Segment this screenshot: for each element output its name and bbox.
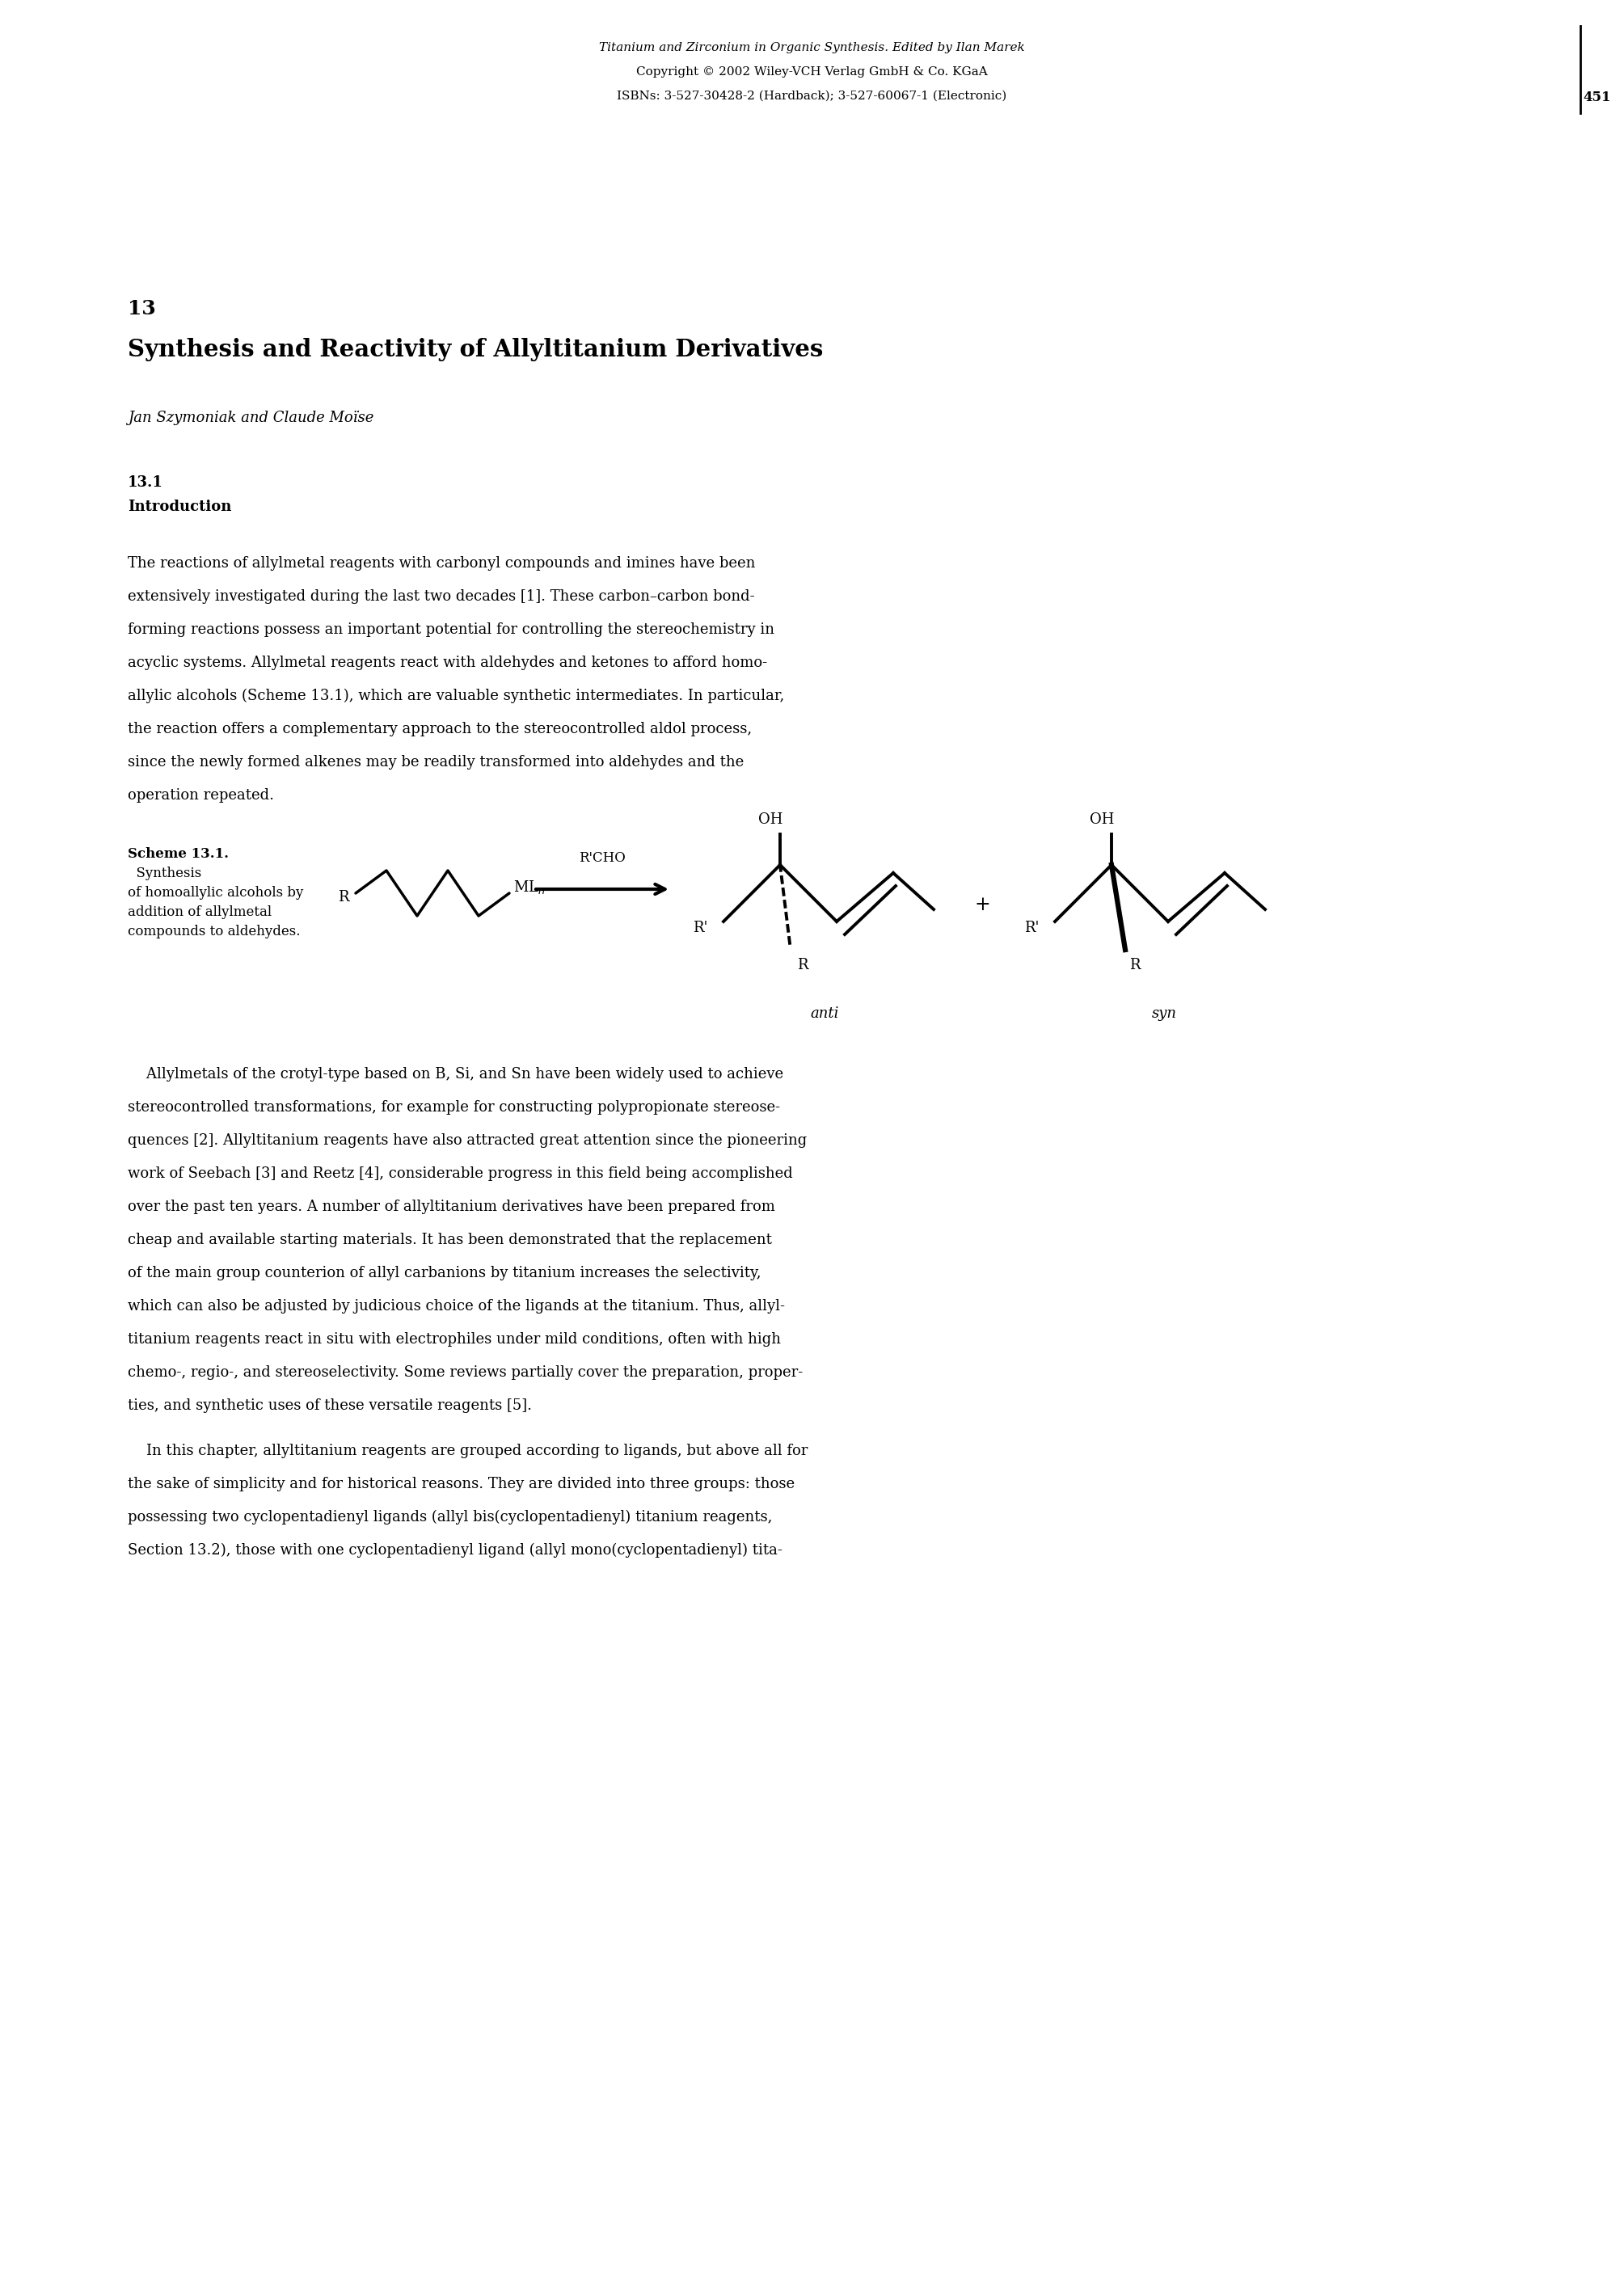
Text: compounds to aldehydes.: compounds to aldehydes. [128, 925, 300, 939]
Text: 13.1: 13.1 [128, 476, 162, 490]
Text: R': R' [1023, 921, 1039, 934]
Text: Synthesis: Synthesis [128, 866, 201, 879]
Text: quences [2]. Allyltitanium reagents have also attracted great attention since th: quences [2]. Allyltitanium reagents have… [128, 1134, 807, 1147]
Text: Jan Szymoniak and Claude Moïse: Jan Szymoniak and Claude Moïse [128, 410, 374, 426]
Text: of homoallylic alcohols by: of homoallylic alcohols by [128, 886, 304, 900]
Text: anti: anti [810, 1005, 840, 1021]
Text: 13: 13 [128, 300, 156, 318]
Text: +: + [974, 895, 991, 914]
Text: stereocontrolled transformations, for example for constructing polypropionate st: stereocontrolled transformations, for ex… [128, 1099, 780, 1115]
Text: ML$_n$: ML$_n$ [513, 879, 546, 895]
Text: titanium reagents react in situ with electrophiles under mild conditions, often : titanium reagents react in situ with ele… [128, 1333, 781, 1347]
Text: work of Seebach [3] and Reetz [4], considerable progress in this field being acc: work of Seebach [3] and Reetz [4], consi… [128, 1166, 793, 1182]
Text: R: R [1129, 957, 1140, 973]
Text: possessing two cyclopentadienyl ligands (allyl bis(cyclopentadienyl) titanium re: possessing two cyclopentadienyl ligands … [128, 1509, 773, 1525]
Text: the sake of simplicity and for historical reasons. They are divided into three g: the sake of simplicity and for historica… [128, 1477, 794, 1491]
Text: R: R [338, 891, 349, 905]
Text: Copyright © 2002 Wiley-VCH Verlag GmbH & Co. KGaA: Copyright © 2002 Wiley-VCH Verlag GmbH &… [637, 66, 987, 78]
Text: syn: syn [1151, 1005, 1176, 1021]
Text: In this chapter, allyltitanium reagents are grouped according to ligands, but ab: In this chapter, allyltitanium reagents … [128, 1443, 807, 1459]
Text: Allylmetals of the crotyl-type based on B, Si, and Sn have been widely used to a: Allylmetals of the crotyl-type based on … [128, 1067, 783, 1081]
Text: of the main group counterion of allyl carbanions by titanium increases the selec: of the main group counterion of allyl ca… [128, 1266, 762, 1280]
Text: The reactions of allylmetal reagents with carbonyl compounds and imines have bee: The reactions of allylmetal reagents wit… [128, 556, 755, 570]
Text: which can also be adjusted by judicious choice of the ligands at the titanium. T: which can also be adjusted by judicious … [128, 1298, 784, 1314]
Text: chemo-, regio-, and stereoselectivity. Some reviews partially cover the preparat: chemo-, regio-, and stereoselectivity. S… [128, 1365, 802, 1381]
Text: R: R [797, 957, 809, 973]
Text: forming reactions possess an important potential for controlling the stereochemi: forming reactions possess an important p… [128, 623, 775, 637]
Text: R'CHO: R'CHO [578, 852, 625, 866]
Text: acyclic systems. Allylmetal reagents react with aldehydes and ketones to afford : acyclic systems. Allylmetal reagents rea… [128, 655, 767, 671]
Text: since the newly formed alkenes may be readily transformed into aldehydes and the: since the newly formed alkenes may be re… [128, 756, 744, 769]
Text: Scheme 13.1.: Scheme 13.1. [128, 847, 229, 861]
Text: over the past ten years. A number of allyltitanium derivatives have been prepare: over the past ten years. A number of all… [128, 1200, 775, 1214]
Text: extensively investigated during the last two decades [1]. These carbon–carbon bo: extensively investigated during the last… [128, 589, 755, 605]
Text: Section 13.2), those with one cyclopentadienyl ligand (allyl mono(cyclopentadien: Section 13.2), those with one cyclopenta… [128, 1543, 783, 1557]
Text: Titanium and Zirconium in Organic Synthesis. Edited by Ilan Marek: Titanium and Zirconium in Organic Synthe… [599, 41, 1025, 53]
Text: 451: 451 [1583, 92, 1611, 105]
Text: ISBNs: 3-527-30428-2 (Hardback); 3-527-60067-1 (Electronic): ISBNs: 3-527-30428-2 (Hardback); 3-527-6… [617, 92, 1007, 101]
Text: Introduction: Introduction [128, 499, 232, 513]
Text: addition of allylmetal: addition of allylmetal [128, 905, 271, 918]
Text: ties, and synthetic uses of these versatile reagents [5].: ties, and synthetic uses of these versat… [128, 1399, 533, 1413]
Text: the reaction offers a complementary approach to the stereocontrolled aldol proce: the reaction offers a complementary appr… [128, 721, 752, 737]
Text: Synthesis and Reactivity of Allyltitanium Derivatives: Synthesis and Reactivity of Allyltitaniu… [128, 339, 823, 362]
Text: R': R' [692, 921, 708, 934]
Text: OH: OH [1090, 813, 1114, 827]
Text: allylic alcohols (Scheme 13.1), which are valuable synthetic intermediates. In p: allylic alcohols (Scheme 13.1), which ar… [128, 689, 784, 703]
Text: OH: OH [758, 813, 783, 827]
Text: operation repeated.: operation repeated. [128, 788, 274, 804]
Text: cheap and available starting materials. It has been demonstrated that the replac: cheap and available starting materials. … [128, 1232, 771, 1248]
